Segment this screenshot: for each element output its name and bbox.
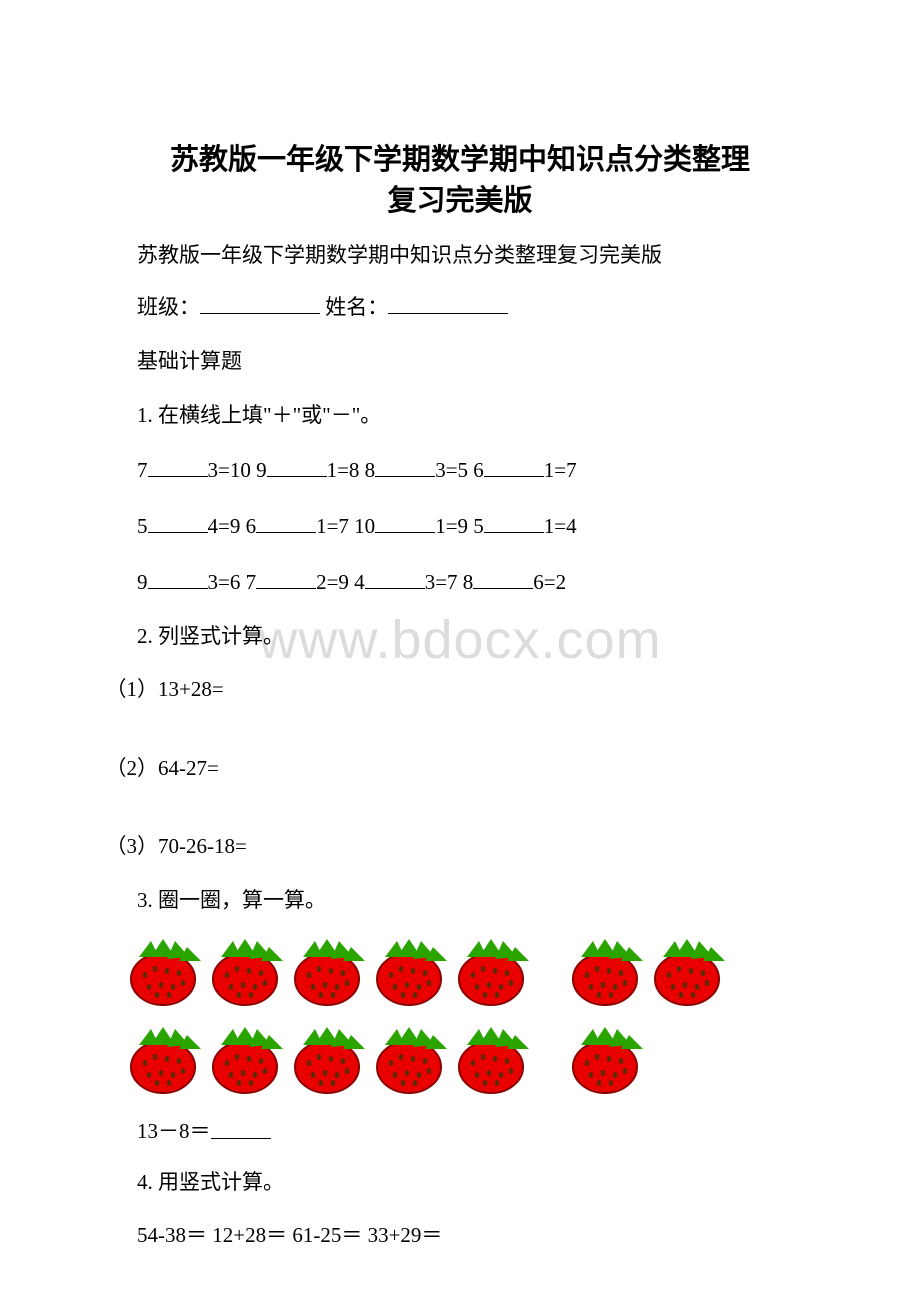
q1-blank[interactable] — [148, 452, 208, 477]
title-line-2: 复习完美版 — [387, 185, 532, 217]
strawberry-icon — [127, 937, 205, 1007]
strawberry-icon — [291, 937, 369, 1007]
q1-blank[interactable] — [267, 452, 327, 477]
q2-item-b: （2）64-27= — [95, 752, 825, 786]
section-heading: 基础计算题 — [95, 345, 825, 379]
strawberry-gap — [537, 1025, 565, 1095]
strawberry-icon — [651, 937, 729, 1007]
q4-items: 54-38＝ 12+28＝ 61-25＝ 33+29＝ — [95, 1219, 825, 1253]
strawberry-row — [127, 937, 825, 1007]
q1-blank[interactable] — [365, 564, 425, 589]
q1-blank[interactable] — [256, 508, 316, 533]
strawberry-gap — [537, 937, 565, 1007]
strawberry-icon — [569, 1025, 647, 1095]
q1-row-3: 93=6 72=9 43=7 86=2 — [95, 564, 825, 600]
strawberry-icon — [569, 937, 647, 1007]
class-blank[interactable] — [200, 289, 320, 314]
title-line-1: 苏教版一年级下学期数学期中知识点分类整理 — [170, 144, 750, 176]
q1-blank[interactable] — [148, 564, 208, 589]
strawberry-icon — [373, 937, 451, 1007]
q1-blank[interactable] — [473, 564, 533, 589]
q3-expression: 13－8＝ — [95, 1113, 825, 1145]
subtitle-text: 苏教版一年级下学期数学期中知识点分类整理复习完美版 — [95, 239, 825, 269]
q1-blank[interactable] — [148, 508, 208, 533]
name-blank[interactable] — [388, 289, 508, 314]
class-label: 班级： — [137, 295, 200, 319]
q1-blank[interactable] — [375, 452, 435, 477]
q2-item-a: （1）13+28= — [95, 673, 825, 707]
q2-prompt: 2. 列竖式计算。 — [95, 620, 825, 654]
q1-blank[interactable] — [256, 564, 316, 589]
strawberry-icon — [455, 937, 533, 1007]
strawberry-icon — [291, 1025, 369, 1095]
q1-blank[interactable] — [484, 452, 544, 477]
q1-row-1: 73=10 91=8 83=5 61=7 — [95, 452, 825, 488]
strawberry-grid — [127, 937, 825, 1095]
q1-row-2: 54=9 61=7 101=9 51=4 — [95, 508, 825, 544]
q4-prompt: 4. 用竖式计算。 — [95, 1166, 825, 1200]
strawberry-icon — [373, 1025, 451, 1095]
class-name-row: 班级： 姓名： — [95, 289, 825, 325]
document-content: 苏教版一年级下学期数学期中知识点分类整理 复习完美版 苏教版一年级下学期数学期中… — [95, 140, 825, 1253]
q1-blank[interactable] — [375, 508, 435, 533]
strawberry-icon — [209, 937, 287, 1007]
strawberry-icon — [455, 1025, 533, 1095]
name-label: 姓名： — [320, 295, 388, 319]
q2-item-c: （3）70-26-18= — [95, 830, 825, 864]
strawberry-row — [127, 1025, 825, 1095]
q1-prompt: 1. 在横线上填"＋"或"－"。 — [95, 399, 825, 433]
q3-blank[interactable] — [211, 1113, 271, 1138]
strawberry-icon — [209, 1025, 287, 1095]
strawberry-icon — [127, 1025, 205, 1095]
q1-blank[interactable] — [484, 508, 544, 533]
page-title: 苏教版一年级下学期数学期中知识点分类整理 复习完美版 — [95, 140, 825, 221]
q3-prompt: 3. 圈一圈，算一算。 — [95, 884, 825, 918]
